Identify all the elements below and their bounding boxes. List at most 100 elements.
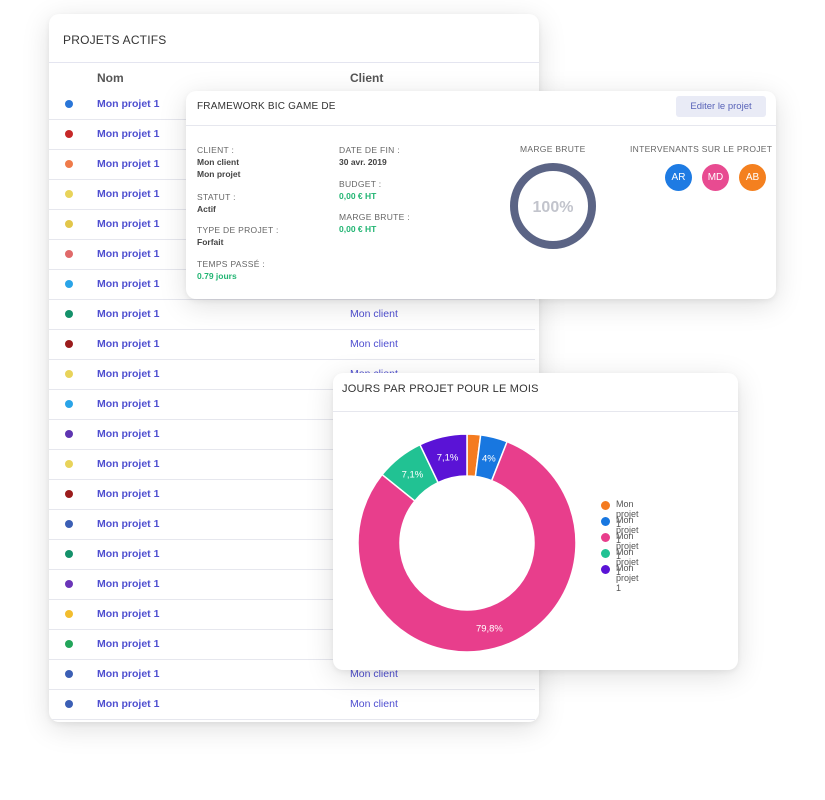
project-color-dot	[65, 550, 73, 558]
project-color-dot	[65, 610, 73, 618]
projects-title-divider	[49, 62, 539, 63]
project-name-link[interactable]: Mon projet 1	[97, 638, 160, 650]
project-color-dot	[65, 490, 73, 498]
edit-project-button[interactable]: Editer le projet	[676, 96, 766, 117]
end-date-value: 30 avr. 2019	[339, 157, 387, 167]
avatar[interactable]: AB	[739, 164, 766, 191]
gross-margin-field: MARGE BRUTE : 0,00 € HT	[339, 211, 410, 235]
project-color-dot	[65, 700, 73, 708]
project-name-link[interactable]: Mon projet 1	[97, 578, 160, 590]
status-label: STATUT :	[197, 192, 236, 202]
projects-table-body: Mon projet 1 Mon projet 1 Mon projet 1 Mon …	[49, 90, 539, 720]
status-value: Actif	[197, 204, 216, 214]
project-name-link[interactable]: Mon projet 1	[97, 308, 160, 320]
client-name-link[interactable]: Mon client	[350, 698, 398, 710]
avatar[interactable]: MD	[702, 164, 729, 191]
detail-divider	[186, 125, 776, 126]
avatar[interactable]: AR	[665, 164, 692, 191]
table-row[interactable]: Mon projet 1	[49, 480, 535, 510]
table-row[interactable]: Mon projet 1	[49, 630, 535, 660]
table-row[interactable]: Mon projet 1	[49, 450, 535, 480]
table-row[interactable]: Mon projet 1	[49, 540, 535, 570]
donut-slice-label: 79,8%	[476, 624, 503, 635]
project-name-link[interactable]: Mon projet 1	[97, 398, 160, 410]
project-color-dot	[65, 580, 73, 588]
legend-label: Mon projet 1	[616, 547, 639, 577]
project-name-link[interactable]: Mon projet 1	[97, 458, 160, 470]
donut-slice[interactable]	[418, 433, 468, 484]
donut-slice-label: 7,1%	[437, 453, 459, 464]
project-name-link[interactable]: Mon projet 1	[97, 548, 160, 560]
project-name-link[interactable]: Mon projet 1	[97, 608, 160, 620]
donut-slice[interactable]	[357, 440, 577, 653]
table-row[interactable]: Mon projet 1	[49, 270, 535, 300]
project-name-link[interactable]: Mon projet 1	[97, 218, 160, 230]
project-name-link[interactable]: Mon projet 1	[97, 368, 160, 380]
legend-label: Mon projet 1	[616, 515, 639, 545]
legend-label: Mon projet 1	[616, 563, 639, 593]
project-name-link[interactable]: Mon projet 1	[97, 428, 160, 440]
project-color-dot	[65, 640, 73, 648]
project-color-dot	[65, 430, 73, 438]
budget-field: BUDGET : 0,00 € HT	[339, 178, 381, 202]
client-field: CLIENT : Mon client Mon projet	[197, 144, 240, 180]
legend-swatch	[601, 533, 610, 542]
table-row[interactable]: Mon projet 1 Mon client	[49, 690, 535, 720]
table-row[interactable]: Mon projet 1	[49, 420, 535, 450]
project-name-link[interactable]: Mon projet 1	[97, 338, 160, 350]
project-detail-card: FRAMEWORK BIC GAME DE Editer le projet C…	[186, 91, 776, 299]
project-color-dot	[65, 670, 73, 678]
project-name-link[interactable]: Mon projet 1	[97, 518, 160, 530]
budget-value: 0,00 € HT	[339, 191, 377, 201]
gross-margin-ring: 100%	[510, 163, 596, 249]
project-name-link[interactable]: Mon projet 1	[97, 698, 160, 710]
table-row[interactable]: Mon projet 1	[49, 510, 535, 540]
project-color-dot	[65, 130, 73, 138]
project-color-dot	[65, 220, 73, 228]
ring-title: MARGE BRUTE	[520, 144, 586, 154]
project-name-link[interactable]: Mon projet 1	[97, 188, 160, 200]
project-name-link[interactable]: Mon projet 1	[97, 158, 160, 170]
project-name-link[interactable]: Mon projet 1	[97, 488, 160, 500]
column-header-name[interactable]: Nom	[97, 71, 124, 85]
project-detail-title: FRAMEWORK BIC GAME DE	[197, 101, 336, 112]
project-color-dot	[65, 460, 73, 468]
project-color-dot	[65, 160, 73, 168]
chart-title: JOURS PAR PROJET POUR LE MOIS	[342, 383, 539, 395]
gross-margin-label: MARGE BRUTE :	[339, 212, 410, 222]
table-row[interactable]: Mon projet 1 Mon client	[49, 300, 535, 330]
project-name-link[interactable]: Mon projet 1	[97, 128, 160, 140]
project-color-dot	[65, 280, 73, 288]
project-color-dot	[65, 100, 73, 108]
project-name-link[interactable]: Mon projet 1	[97, 668, 160, 680]
column-header-client[interactable]: Client	[350, 71, 384, 85]
status-field: STATUT : Actif	[197, 191, 236, 215]
project-name-link[interactable]: Mon projet 1	[97, 278, 160, 290]
time-label: TEMPS PASSÉ :	[197, 259, 265, 269]
legend-swatch	[601, 501, 610, 510]
client-name-link[interactable]: Mon client	[350, 668, 398, 680]
client-value: Mon client	[197, 157, 240, 167]
legend-label: Mon projet 1	[616, 499, 639, 529]
table-row[interactable]: Mon projet 1 Mon client	[49, 660, 535, 690]
legend-swatch	[601, 549, 610, 558]
project-color-dot	[65, 250, 73, 258]
legend-swatch	[601, 517, 610, 526]
table-row[interactable]: Mon projet 1 Mon client	[49, 330, 535, 360]
table-row[interactable]: Mon projet 1	[49, 390, 535, 420]
chart-divider	[333, 411, 738, 412]
end-date-field: DATE DE FIN : 30 avr. 2019	[339, 144, 400, 168]
project-color-dot	[65, 340, 73, 348]
end-date-label: DATE DE FIN :	[339, 145, 400, 155]
project-color-dot	[65, 190, 73, 198]
project-name-link[interactable]: Mon projet 1	[97, 98, 160, 110]
project-name-link[interactable]: Mon projet 1	[97, 248, 160, 260]
type-field: TYPE DE PROJET : Forfait	[197, 224, 279, 248]
time-value: 0.79 jours	[197, 271, 237, 281]
client-name-link[interactable]: Mon client	[350, 308, 398, 320]
table-row[interactable]: Mon projet 1	[49, 570, 535, 600]
ring-value: 100%	[533, 199, 574, 216]
table-row[interactable]: Mon projet 1	[49, 600, 535, 630]
budget-label: BUDGET :	[339, 179, 382, 189]
client-name-link[interactable]: Mon client	[350, 338, 398, 350]
